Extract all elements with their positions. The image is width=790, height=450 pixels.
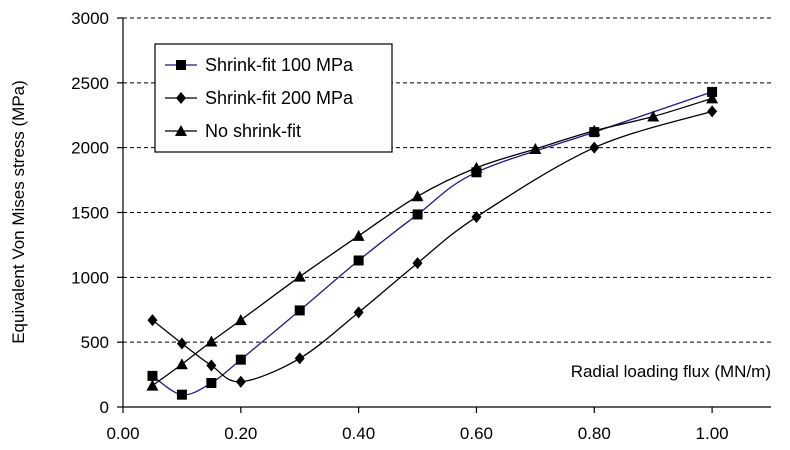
data-point [529, 142, 542, 154]
data-point [234, 314, 247, 326]
y-tick-label: 1000 [71, 268, 109, 287]
data-point [176, 389, 187, 400]
y-tick-label: 500 [81, 333, 109, 352]
data-point [412, 209, 423, 220]
axes: 0 500 1000 1500 2000 2500 3000 0.00 0.20 0.40 0.60… [71, 9, 771, 443]
y-tick-label: 0 [100, 398, 109, 417]
data-point [235, 375, 246, 388]
data-point [353, 306, 364, 319]
y-tick-label: 1500 [71, 204, 109, 223]
legend-marker [176, 60, 186, 70]
data-point [647, 110, 660, 122]
legend-marker [176, 92, 186, 104]
data-point [707, 86, 718, 97]
x-tick-label: 0.00 [106, 424, 139, 443]
data-point [146, 379, 159, 391]
data-point [470, 161, 483, 173]
data-point [206, 359, 217, 372]
y-tick-label: 2500 [71, 74, 109, 93]
x-tick-label: 0.40 [342, 424, 375, 443]
x-tick-label: 0.60 [460, 424, 493, 443]
data-point [707, 105, 718, 118]
data-point [294, 305, 305, 316]
data-point [412, 257, 423, 270]
data-point [353, 255, 364, 266]
data-point [147, 370, 158, 381]
data-point [411, 190, 424, 202]
data-point [175, 358, 188, 370]
x-axis-title: Radial loading flux (MN/m) [571, 362, 771, 381]
data-point [147, 314, 158, 327]
data-point [589, 141, 600, 154]
data-point [471, 211, 482, 224]
legend-marker [175, 125, 187, 136]
data-point [352, 229, 365, 241]
legend: Shrink-fit 100 MPa Shrink-fit 200 MPa No s… [154, 43, 393, 153]
data-point [206, 378, 217, 389]
x-tick-label: 0.80 [578, 424, 611, 443]
x-tick-label: 1.00 [696, 424, 729, 443]
data-point [176, 337, 187, 350]
data-point [706, 92, 719, 104]
y-tick-label: 2000 [71, 139, 109, 158]
data-point [205, 335, 218, 347]
x-tick-label: 0.20 [224, 424, 257, 443]
legend-label: Shrink-fit 100 MPa [205, 55, 354, 75]
legend-label: Shrink-fit 200 MPa [205, 88, 354, 108]
series-layer [146, 86, 719, 400]
y-axis-title: Equivalent Von Mises stress (MPa) [9, 80, 28, 344]
data-point [588, 124, 601, 136]
data-point [293, 270, 306, 282]
y-tick-label: 3000 [71, 9, 109, 28]
data-point [294, 352, 305, 365]
data-point [235, 354, 246, 365]
legend-label: No shrink-fit [205, 121, 301, 141]
